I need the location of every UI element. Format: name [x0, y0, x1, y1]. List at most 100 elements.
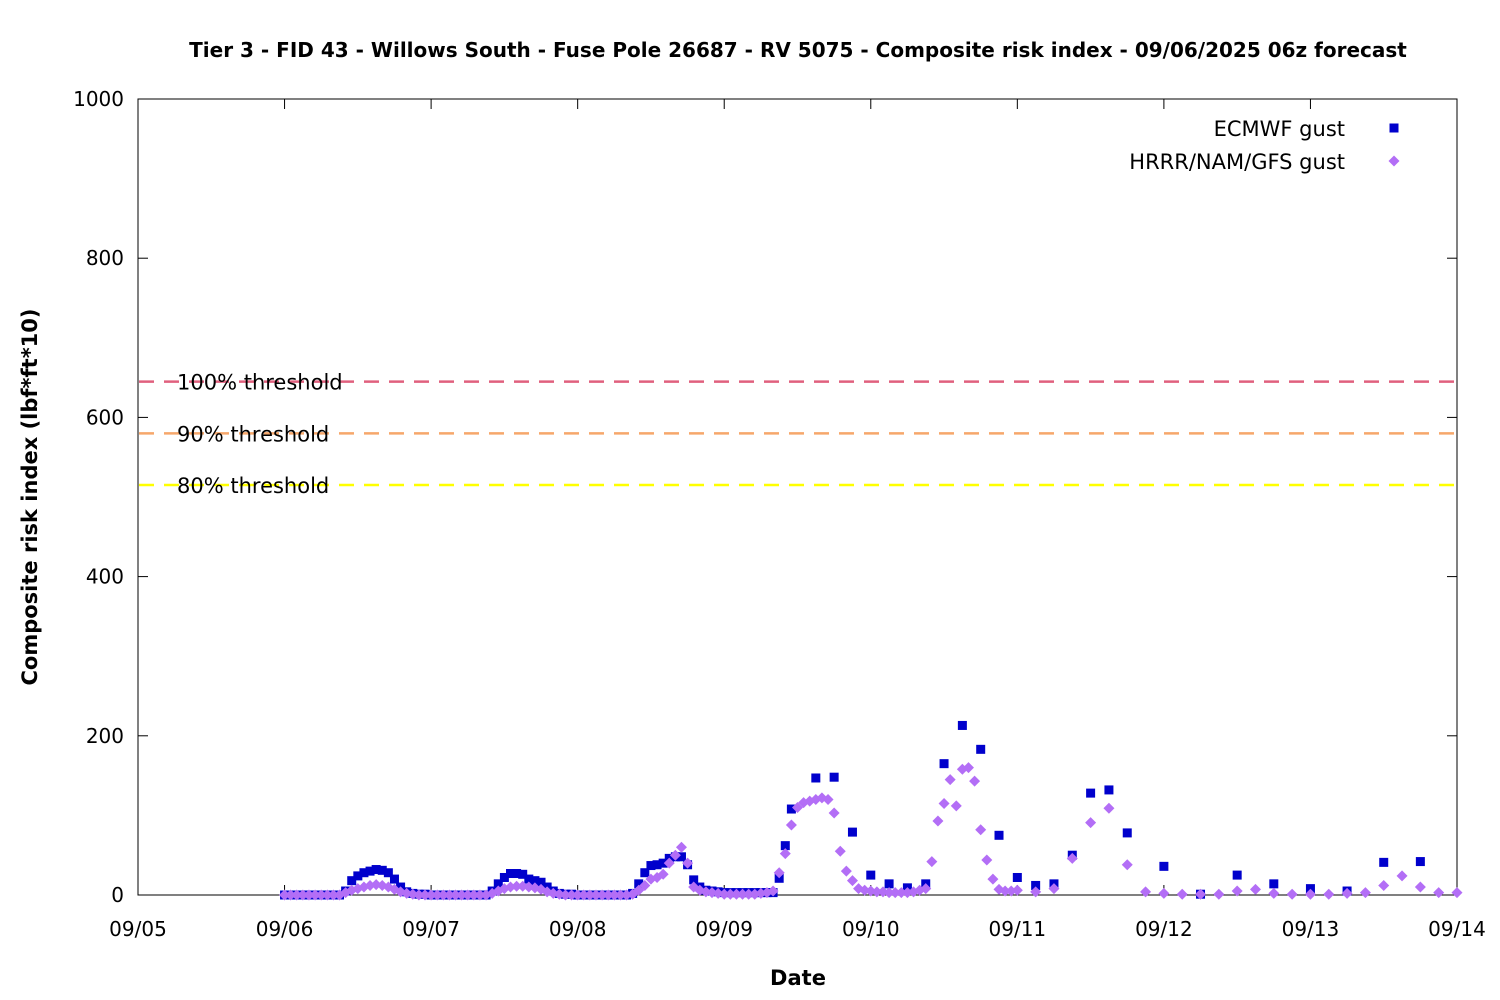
- data-point: [829, 772, 839, 782]
- data-point: [846, 875, 858, 887]
- x-tick-label: 09/14: [1428, 917, 1486, 941]
- data-point: [981, 854, 993, 866]
- series-layer: [279, 720, 1463, 901]
- data-point: [450, 889, 462, 901]
- data-point: [1379, 857, 1389, 867]
- data-point: [987, 873, 999, 885]
- data-point: [1415, 857, 1425, 867]
- data-point: [657, 868, 669, 880]
- data-point: [511, 880, 523, 892]
- plot-area-border: [137, 98, 1458, 896]
- data-point: [297, 889, 309, 901]
- x-tick-label: 09/13: [1282, 917, 1340, 941]
- data-point: [530, 876, 540, 886]
- data-point: [785, 819, 797, 831]
- data-point: [590, 889, 602, 901]
- plot-frame: [137, 98, 1458, 896]
- data-point: [640, 868, 650, 878]
- data-point: [1031, 880, 1041, 890]
- x-axis-title: Date: [770, 966, 826, 990]
- data-point: [1396, 870, 1408, 882]
- data-point: [780, 841, 790, 851]
- data-point: [1213, 888, 1225, 900]
- threshold-label: 100% threshold: [177, 371, 343, 395]
- data-point: [315, 889, 327, 901]
- data-point: [1451, 887, 1463, 899]
- data-point: [774, 873, 784, 883]
- data-point: [1286, 888, 1298, 900]
- x-tick-label: 09/10: [842, 917, 900, 941]
- data-point: [493, 879, 503, 889]
- x-tick-label: 09/12: [1135, 917, 1193, 941]
- data-point: [834, 845, 846, 857]
- legend: ECMWF gust HRRR/NAM/GFS gust: [1129, 117, 1400, 174]
- data-point: [840, 865, 852, 877]
- data-point: [773, 867, 785, 879]
- x-tick-label: 09/06: [256, 917, 314, 941]
- data-point: [584, 889, 596, 901]
- data-point: [365, 866, 375, 876]
- data-point: [962, 762, 974, 774]
- y-tick-label: 600: [86, 405, 124, 429]
- data-point: [1176, 888, 1188, 900]
- data-point: [468, 889, 480, 901]
- data-point: [1304, 888, 1316, 900]
- data-point: [1086, 788, 1096, 798]
- x-tick-label: 09/07: [402, 917, 460, 941]
- data-point: [920, 883, 932, 895]
- data-point: [377, 865, 387, 875]
- legend-label: HRRR/NAM/GFS gust: [1129, 150, 1345, 174]
- data-point: [724, 888, 736, 900]
- data-point: [944, 774, 956, 786]
- data-point: [884, 879, 894, 889]
- data-point: [652, 860, 662, 870]
- data-point: [883, 887, 895, 899]
- data-point: [1268, 887, 1280, 899]
- data-point: [309, 889, 321, 901]
- data-point: [994, 830, 1004, 840]
- y-axis-title: Composite risk index (lbf*ft*10): [18, 308, 42, 685]
- data-point: [1269, 879, 1279, 889]
- data-point: [975, 824, 987, 836]
- data-point: [976, 744, 986, 754]
- data-point: [1048, 883, 1060, 895]
- data-point: [663, 857, 675, 869]
- data-point: [1414, 881, 1426, 893]
- data-point: [499, 872, 509, 882]
- data-point: [462, 889, 474, 901]
- data-point: [786, 804, 796, 814]
- data-point: [1103, 802, 1115, 814]
- data-point: [646, 861, 656, 871]
- data-point: [1341, 887, 1353, 899]
- x-axis-ticks: 09/05 09/06 09/07 09/08 09/09 09/10 09/11 09/12…: [109, 99, 1486, 941]
- data-point: [303, 889, 315, 901]
- data-point: [285, 889, 297, 901]
- data-point: [536, 877, 546, 887]
- threshold-label: 90% threshold: [177, 422, 329, 446]
- data-point: [828, 807, 840, 819]
- data-point: [443, 889, 455, 901]
- data-point: [512, 869, 522, 879]
- y-axis-ticks: 0 200 400 600 800 1000: [73, 87, 1457, 907]
- data-point: [596, 889, 608, 901]
- y-tick-label: 0: [111, 883, 124, 907]
- data-point: [1066, 852, 1078, 864]
- data-point: [1159, 861, 1169, 871]
- y-tick-label: 1000: [73, 87, 124, 111]
- data-point: [578, 889, 590, 901]
- legend-marker: [1389, 123, 1399, 133]
- data-point: [822, 793, 834, 805]
- legend-label: ECMWF gust: [1214, 117, 1345, 141]
- data-point: [999, 885, 1011, 897]
- data-point: [1433, 887, 1445, 899]
- data-point: [279, 889, 291, 901]
- data-point: [1232, 870, 1242, 880]
- y-tick-label: 200: [86, 724, 124, 748]
- y-tick-label: 800: [86, 246, 124, 270]
- chart-title: Tier 3 - FID 43 - Willows South - Fuse P…: [189, 38, 1407, 62]
- data-point: [957, 720, 967, 730]
- x-tick-label: 09/08: [549, 917, 607, 941]
- data-point: [291, 889, 303, 901]
- data-point: [1249, 883, 1261, 895]
